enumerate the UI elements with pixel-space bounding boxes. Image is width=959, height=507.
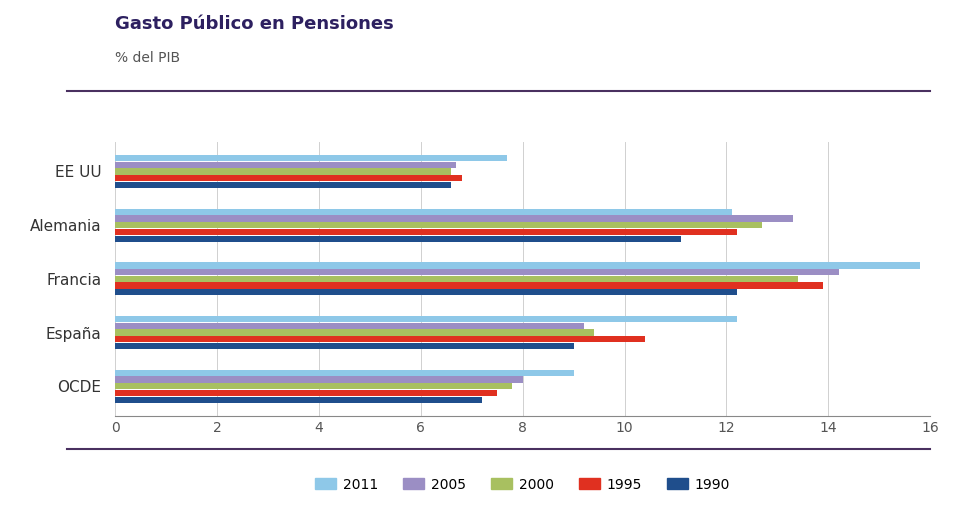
Bar xyxy=(115,383,512,389)
Bar xyxy=(115,222,762,228)
Bar xyxy=(115,396,481,403)
Bar xyxy=(115,343,573,349)
Bar xyxy=(115,376,523,383)
Bar xyxy=(115,168,452,174)
Bar xyxy=(115,155,507,161)
Bar xyxy=(115,162,456,168)
Bar xyxy=(115,269,838,275)
Bar xyxy=(115,229,737,235)
Bar xyxy=(115,209,732,215)
Text: % del PIB: % del PIB xyxy=(115,51,180,65)
Bar xyxy=(115,175,461,182)
Text: Gasto Público en Pensiones: Gasto Público en Pensiones xyxy=(115,15,394,33)
Bar xyxy=(115,370,573,376)
Bar xyxy=(115,215,793,222)
Bar xyxy=(115,330,594,336)
Bar xyxy=(115,182,452,188)
Bar xyxy=(115,390,497,396)
Bar xyxy=(115,276,798,282)
Bar xyxy=(115,316,737,322)
Bar xyxy=(115,336,644,342)
Bar xyxy=(115,235,681,242)
Bar xyxy=(115,323,584,329)
Bar xyxy=(115,289,737,296)
Bar xyxy=(115,282,823,288)
Legend: 2011, 2005, 2000, 1995, 1990: 2011, 2005, 2000, 1995, 1990 xyxy=(310,472,736,497)
Bar xyxy=(115,262,920,269)
